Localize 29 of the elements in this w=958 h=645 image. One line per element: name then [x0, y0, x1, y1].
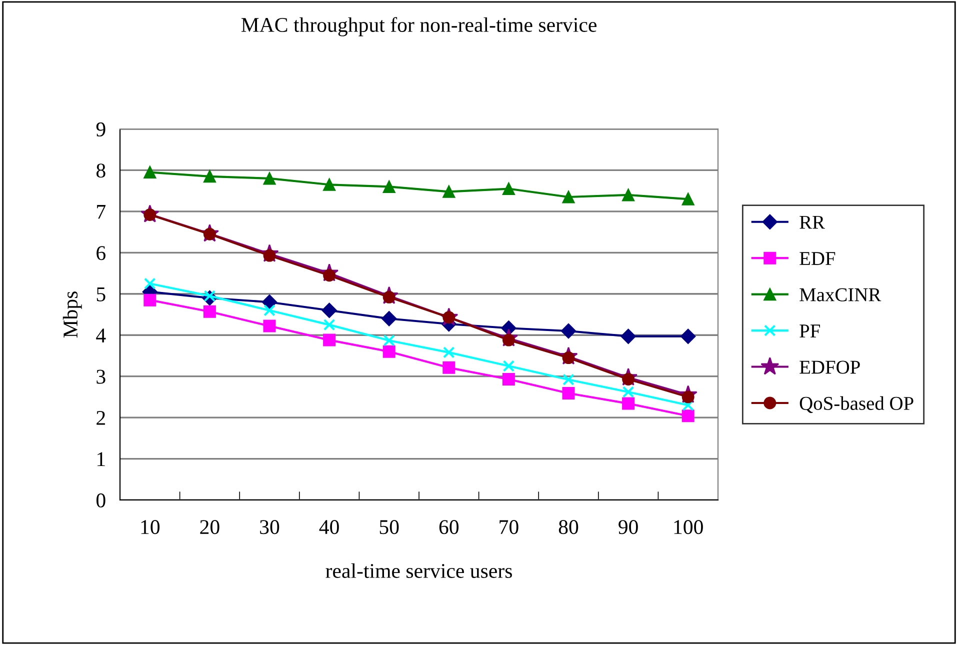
legend-label: EDF — [800, 252, 836, 265]
x-tick-label: 50 — [380, 520, 399, 534]
x-tick-label: 70 — [500, 520, 518, 534]
legend-label: QoS-based OP — [800, 396, 914, 413]
legend-label: RR — [800, 216, 825, 229]
y-tick-label: 3 — [96, 370, 106, 384]
legend-label: MaxCINR — [800, 288, 882, 302]
y-tick-label: 2 — [96, 410, 105, 425]
y-tick-label: 8 — [96, 164, 106, 178]
x-tick-label: 10 — [141, 520, 160, 534]
x-tick-label: 20 — [200, 520, 220, 534]
x-axis-title: real-time service users — [326, 563, 512, 578]
y-axis-title: Mbps — [62, 292, 82, 338]
legend-label: EDFOP — [800, 360, 860, 374]
x-tick-label: 80 — [558, 520, 578, 534]
chart-title: MAC throughput for non-real-time service — [241, 17, 596, 36]
y-tick-label: 5 — [96, 287, 106, 302]
y-tick-label: 4 — [96, 328, 106, 342]
x-tick-label: 100 — [674, 520, 703, 534]
y-tick-label: 6 — [96, 246, 106, 260]
y-tick-label: 9 — [96, 122, 106, 136]
x-tick-label: 40 — [319, 520, 339, 534]
y-tick-label: 1 — [98, 452, 105, 466]
x-tick-label: 30 — [260, 520, 280, 534]
y-tick-label: 0 — [96, 493, 106, 508]
x-tick-label: 60 — [439, 520, 459, 534]
y-tick-label: 7 — [97, 205, 106, 219]
x-tick-label: 90 — [618, 520, 638, 534]
legend-label: PF — [800, 324, 820, 338]
